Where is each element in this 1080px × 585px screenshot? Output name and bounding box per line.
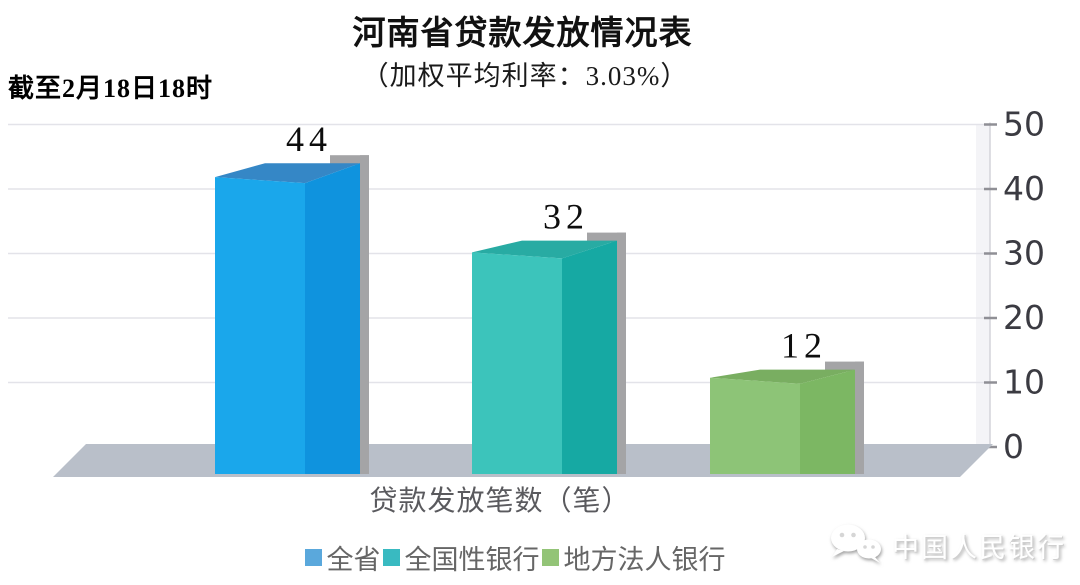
legend-marker-local-banks: [541, 549, 559, 566]
bar-value-label: 44: [286, 119, 332, 159]
legend-marker-province: [304, 549, 322, 566]
as-of-label: 截至2月18日18时: [8, 74, 214, 103]
bar-value-label: 12: [781, 326, 827, 366]
bar-front-face: [710, 377, 800, 474]
bar-top-face: [215, 163, 360, 184]
legend-label-national-banks: 全国性银行: [404, 545, 540, 575]
bar-side-face: [800, 369, 855, 474]
y-tick-label: 30: [1003, 234, 1045, 273]
legend-marker-national-banks: [382, 549, 400, 566]
y-tick-label: 20: [1003, 298, 1045, 337]
wechat-icon: [831, 524, 881, 563]
bar-front-face: [472, 252, 562, 474]
legend-item-province: 全省: [304, 538, 381, 577]
watermark-label: 中国人民银行: [892, 532, 1066, 563]
legend-item-national-banks: 全国性银行: [382, 538, 540, 577]
chart-title: 河南省贷款发放情况表: [352, 14, 693, 51]
legend-item-local-banks: 地方法人银行: [541, 538, 726, 577]
bar-side-face: [305, 163, 360, 474]
legend-label-province: 全省: [326, 545, 381, 575]
bar-top-face: [472, 240, 617, 259]
bar-front-face: [215, 177, 305, 474]
chart-subtitle: （加权平均利率：3.03%）: [361, 61, 689, 91]
y-tick-label: 10: [1003, 363, 1045, 402]
bar-side-face: [562, 240, 617, 474]
y-tick-label: 50: [1003, 105, 1045, 144]
watermark: 中国人民银行: [828, 522, 1066, 568]
x-axis-label: 贷款发放笔数（笔）: [369, 485, 631, 516]
bar-top-face: [710, 369, 855, 384]
legend-label-local-banks: 地方法人银行: [563, 545, 726, 575]
y-tick-label: 0: [1003, 427, 1024, 466]
y-tick-label: 40: [1003, 169, 1045, 208]
bar-value-label: 32: [543, 197, 589, 237]
legend: 全省 全国性银行 地方法人银行: [0, 538, 1030, 577]
